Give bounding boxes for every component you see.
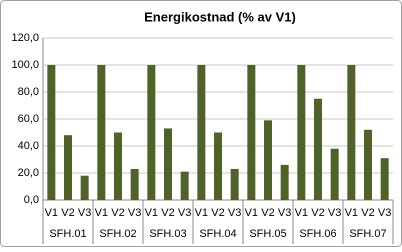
- x-tick-label: V1: [45, 207, 58, 219]
- group-label: SFH.06: [299, 228, 336, 240]
- x-tick-label: V3: [278, 207, 291, 219]
- bar: [114, 132, 122, 200]
- bar: [264, 120, 272, 200]
- x-tick-label: V2: [211, 207, 224, 219]
- bar: [64, 135, 72, 200]
- x-tick-label: V1: [245, 207, 258, 219]
- y-tick-label: 100,0: [11, 59, 39, 71]
- y-tick-label: 0,0: [24, 194, 39, 206]
- bar: [347, 65, 356, 200]
- y-tick-label: 20,0: [18, 167, 39, 179]
- x-tick-label: V3: [378, 207, 391, 219]
- x-tick-label: V2: [261, 207, 274, 219]
- bar: [230, 168, 239, 200]
- x-tick-label: V2: [61, 207, 74, 219]
- bar: [297, 65, 306, 200]
- bar: [47, 65, 56, 200]
- bar: [80, 175, 89, 200]
- bar: [330, 148, 339, 200]
- group-label: SFH.07: [349, 228, 386, 240]
- x-tick-label: V2: [311, 207, 324, 219]
- group-label: SFH.01: [49, 228, 86, 240]
- bar: [97, 65, 106, 200]
- y-tick-label: 40,0: [18, 140, 39, 152]
- bar: [180, 171, 189, 200]
- bar: [164, 128, 172, 200]
- bar: [314, 98, 322, 200]
- bar: [147, 65, 156, 200]
- group-label: SFH.04: [199, 228, 236, 240]
- group-label: SFH.03: [149, 228, 186, 240]
- x-tick-label: V1: [195, 207, 208, 219]
- y-tick-label: 80,0: [18, 86, 39, 98]
- y-tick-label: 120,0: [11, 32, 39, 44]
- x-tick-label: V3: [178, 207, 191, 219]
- x-tick-label: V2: [161, 207, 174, 219]
- x-tick-label: V3: [128, 207, 141, 219]
- bar: [380, 158, 389, 200]
- x-tick-label: V3: [328, 207, 341, 219]
- group-label: SFH.05: [249, 228, 286, 240]
- x-tick-label: V1: [295, 207, 308, 219]
- x-tick-label: V2: [111, 207, 124, 219]
- bar: [130, 168, 139, 200]
- bar: [247, 65, 256, 200]
- bar: [364, 129, 372, 200]
- group-label: SFH.02: [99, 228, 136, 240]
- chart-title: Energikostnad (% av V1): [144, 9, 296, 24]
- bar: [280, 164, 289, 200]
- x-tick-label: V3: [228, 207, 241, 219]
- bar: [197, 65, 206, 200]
- bar: [214, 132, 222, 200]
- x-tick-label: V2: [361, 207, 374, 219]
- x-tick-label: V3: [78, 207, 91, 219]
- y-tick-label: 60,0: [18, 113, 39, 125]
- x-tick-label: V1: [95, 207, 108, 219]
- x-tick-label: V1: [145, 207, 158, 219]
- x-tick-label: V1: [345, 207, 358, 219]
